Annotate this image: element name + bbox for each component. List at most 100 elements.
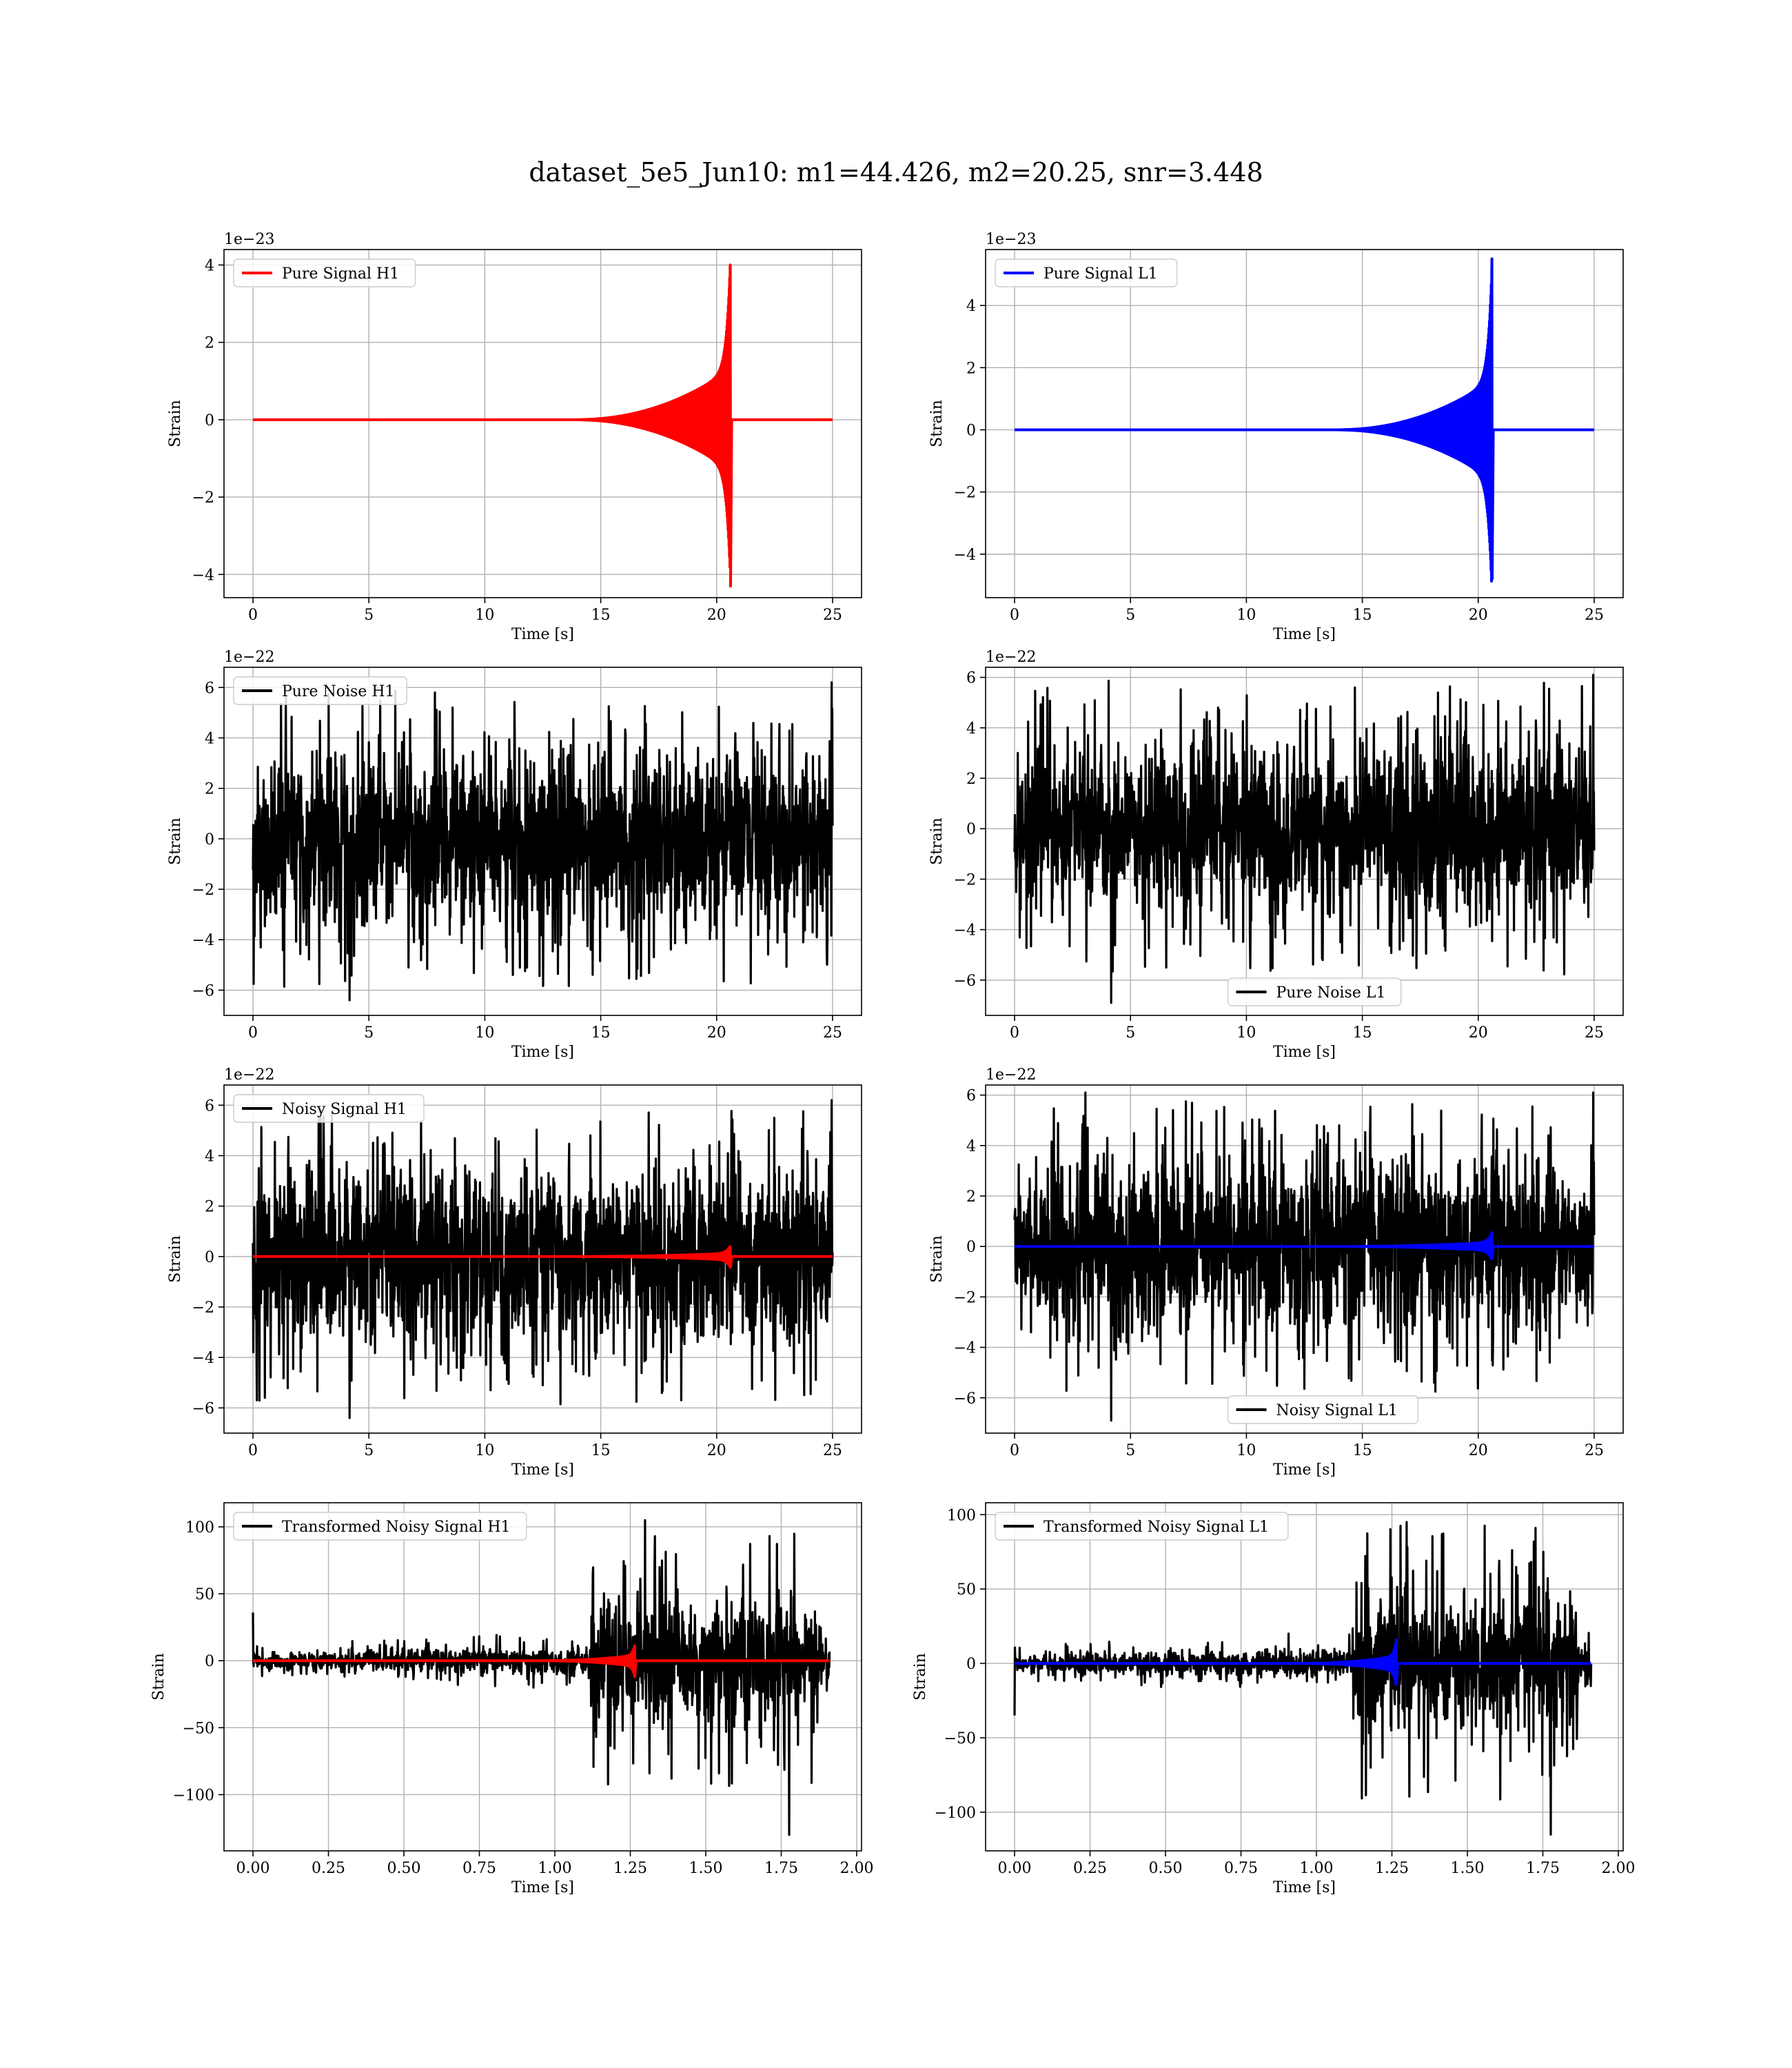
- subplot-pure-noise-h1: 0 5 10 15 20 25 −6 −4 −2 0 2 4 6 Time [s] Strain 1e−22 P…: [167, 649, 862, 1061]
- plot-area: [252, 1099, 834, 1419]
- x-tick-label: 25: [823, 607, 842, 624]
- x-tick-label: 5: [1126, 1442, 1135, 1459]
- subplot-pure-signal-l1: 0 5 10 15 20 25 −4 −2 0 2 4 Time [s] Strain 1e−23 Pure…: [928, 231, 1624, 643]
- x-tick-label: 0.75: [462, 1860, 496, 1877]
- series-line-noise: [1013, 673, 1596, 1004]
- x-tick-label: 20: [707, 607, 726, 624]
- legend-label: Noisy Signal H1: [282, 1101, 407, 1118]
- subplot-noisy-signal-l1: 0 5 10 15 20 25 −6 −4 −2 0 2 4 6 Time [s] Strain 1e−22 N…: [928, 1066, 1624, 1479]
- y-tick-label: 4: [205, 257, 214, 274]
- x-tick-label: 25: [823, 1442, 842, 1459]
- y-tick-label: 2: [966, 771, 976, 788]
- legend-box: [233, 1094, 425, 1123]
- x-tick-label: 25: [1585, 607, 1604, 624]
- subplot-noisy-signal-h1: 0 5 10 15 20 25 −6 −4 −2 0 2 4 6 Time [s] Strain 1e−22 N…: [167, 1066, 862, 1479]
- x-tick-label: 25: [823, 1024, 842, 1042]
- x-tick-label: 0.00: [236, 1860, 270, 1877]
- y-tick-label: 2: [966, 360, 976, 377]
- x-tick-label: 0.00: [998, 1860, 1032, 1877]
- x-tick-label: 5: [1126, 607, 1135, 624]
- y-tick-label: −6: [954, 1390, 976, 1408]
- axes-frame: [223, 1502, 862, 1852]
- y-tick-label: −6: [954, 973, 976, 990]
- y-tick-label: −100: [173, 1787, 214, 1804]
- axes-frame: [985, 1084, 1624, 1434]
- x-tick-label: 0: [1010, 1024, 1019, 1042]
- x-tick-label: 10: [1236, 607, 1256, 624]
- x-axis-label: Time [s]: [1273, 626, 1336, 643]
- y-tick-label: 4: [205, 1148, 214, 1165]
- y-tick-label: 0: [205, 1249, 214, 1266]
- y-tick-label: 50: [195, 1586, 214, 1603]
- y-tick-label: 0: [966, 1656, 976, 1673]
- y-tick-label: −50: [944, 1730, 976, 1747]
- y-tick-label: −100: [935, 1805, 976, 1822]
- x-tick-label: 1.75: [764, 1860, 798, 1877]
- x-tick-label: 2.00: [840, 1860, 874, 1877]
- legend-box: [995, 1512, 1289, 1541]
- x-tick-label: 10: [475, 1442, 494, 1459]
- x-tick-label: 15: [1353, 607, 1372, 624]
- x-axis-label: Time [s]: [1273, 1044, 1336, 1061]
- x-tick-label: 1.25: [613, 1860, 647, 1877]
- legend-box: [233, 258, 416, 287]
- x-tick-label: 10: [1236, 1442, 1256, 1459]
- y-tick-label: −6: [192, 1400, 214, 1417]
- legend-label: Pure Noise H1: [282, 683, 395, 700]
- legend: Transformed Noisy Signal H1: [233, 1512, 527, 1541]
- plot-area: [1013, 1521, 1593, 1836]
- axes-frame: [223, 667, 862, 1016]
- y-axis-label: Strain: [150, 1653, 167, 1701]
- x-tick-label: 0: [1010, 1442, 1019, 1459]
- y-tick-label: 0: [205, 831, 214, 849]
- legend-label: Transformed Noisy Signal H1: [282, 1519, 511, 1536]
- x-tick-label: 15: [591, 1024, 611, 1042]
- legend-box: [233, 1512, 527, 1541]
- x-axis-label: Time [s]: [511, 1461, 574, 1479]
- series-line-signal: [253, 1245, 833, 1269]
- y-tick-label: −4: [192, 932, 214, 949]
- x-tick-label: 2.00: [1602, 1860, 1636, 1877]
- y-tick-label: 0: [966, 423, 976, 440]
- series-line-signal: [1015, 1231, 1594, 1260]
- series-line-noise: [1013, 1521, 1593, 1836]
- series-line-signal: [1015, 257, 1594, 583]
- legend: Pure Noise H1: [233, 676, 407, 705]
- y-axis-label: Strain: [167, 1235, 184, 1283]
- x-tick-label: 1.00: [538, 1860, 572, 1877]
- y-tick-label: 100: [947, 1507, 976, 1524]
- y-tick-label: 4: [966, 298, 976, 315]
- x-tick-label: 20: [1469, 607, 1488, 624]
- y-axis-label: Strain: [167, 818, 184, 865]
- x-tick-label: 0: [1010, 607, 1019, 624]
- y-tick-label: 6: [966, 670, 976, 687]
- legend-label: Transformed Noisy Signal L1: [1043, 1519, 1269, 1536]
- x-tick-label: 15: [1353, 1024, 1372, 1042]
- y-tick-label: 4: [205, 730, 214, 747]
- x-tick-label: 20: [707, 1442, 726, 1459]
- y-tick-label: 2: [205, 335, 214, 352]
- x-tick-label: 25: [1585, 1024, 1604, 1042]
- x-tick-label: 0.25: [312, 1860, 345, 1877]
- x-tick-label: 20: [707, 1024, 726, 1042]
- y-tick-label: −4: [192, 1350, 214, 1367]
- y-tick-label: −2: [954, 871, 976, 889]
- y-tick-label: −4: [954, 1340, 976, 1357]
- plot-area: [1013, 673, 1596, 1004]
- x-tick-label: 1.75: [1526, 1860, 1560, 1877]
- plot-area: [1013, 1091, 1596, 1422]
- y-tick-label: 50: [957, 1581, 976, 1599]
- x-tick-label: 5: [1126, 1024, 1135, 1042]
- y-axis-label: Strain: [928, 1235, 946, 1283]
- legend-label: Noisy Signal L1: [1276, 1402, 1398, 1419]
- x-tick-label: 1.50: [689, 1860, 723, 1877]
- y-tick-label: 0: [205, 412, 214, 429]
- y-tick-label: −4: [192, 567, 214, 584]
- subplot-transformed-noisy-signal-l1: 0.00 0.25 0.50 0.75 1.00 1.25 1.50 1.75 2.00 −100…: [912, 1502, 1636, 1896]
- y-tick-label: 2: [966, 1188, 976, 1206]
- axes-frame: [223, 249, 862, 598]
- y-tick-label: 100: [185, 1519, 214, 1537]
- y-offset-text: 1e−22: [224, 1066, 274, 1084]
- y-tick-label: −6: [192, 982, 214, 1000]
- y-tick-label: −2: [192, 1299, 214, 1317]
